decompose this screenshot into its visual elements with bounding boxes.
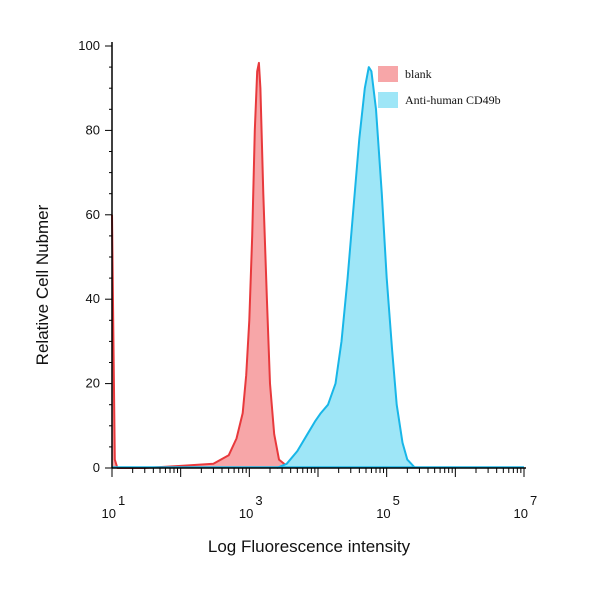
x-tick-exponent: 7	[530, 493, 537, 508]
x-axis-title: Log Fluorescence intensity	[208, 537, 411, 556]
y-tick-label: 40	[86, 291, 100, 306]
x-tick-label: 103	[239, 493, 263, 521]
legend-swatch-0	[378, 66, 398, 82]
x-tick-exponent: 5	[393, 493, 400, 508]
x-tick-base: 10	[514, 506, 528, 521]
legend-swatch-1	[378, 92, 398, 108]
series-layer	[111, 61, 524, 469]
x-tick-exponent: 3	[255, 493, 262, 508]
x-tick-label: 101	[102, 493, 126, 521]
y-tick-label: 100	[78, 38, 100, 53]
y-tick-label: 80	[86, 122, 100, 137]
x-tick-base: 10	[376, 506, 390, 521]
legend-label-1: Anti-human CD49b	[405, 93, 501, 107]
x-tick-base: 10	[102, 506, 116, 521]
series-line-1	[276, 66, 416, 469]
y-axis-ticks: 0 20 40 60 80 100	[78, 38, 112, 475]
series-area-0	[112, 62, 298, 469]
y-axis-title: Relative Cell Nubmer	[33, 204, 52, 365]
x-tick-label: 105	[376, 493, 400, 521]
x-tick-exponent: 1	[118, 493, 125, 508]
legend-label-0: blank	[405, 67, 432, 81]
x-tick-label: 107	[514, 493, 538, 521]
y-tick-label: 0	[93, 460, 100, 475]
series-area-1	[276, 67, 416, 468]
y-tick-label: 20	[86, 376, 100, 391]
y-tick-label: 60	[86, 207, 100, 222]
x-tick-base: 10	[239, 506, 253, 521]
legend: blank Anti-human CD49b	[378, 66, 501, 108]
